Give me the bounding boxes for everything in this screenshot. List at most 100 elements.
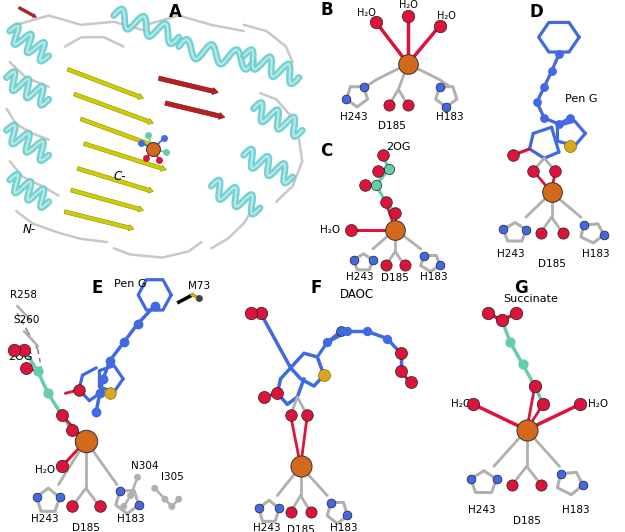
Point: [390, 209, 400, 217]
Point: [511, 309, 521, 318]
Point: [256, 309, 266, 318]
Text: H243: H243: [254, 523, 281, 532]
Point: [508, 151, 518, 160]
Text: 2OG: 2OG: [8, 352, 33, 362]
Point: [296, 462, 306, 471]
Point: [132, 473, 142, 481]
Point: [554, 50, 564, 59]
Text: G: G: [514, 279, 528, 297]
Text: D185: D185: [378, 121, 406, 131]
Text: H243: H243: [468, 505, 496, 515]
Point: [390, 225, 400, 234]
Point: [532, 98, 542, 107]
Text: H₂O: H₂O: [357, 8, 376, 18]
Text: H₂O: H₂O: [320, 225, 340, 235]
Point: [272, 389, 282, 397]
Text: H₂O: H₂O: [437, 11, 456, 21]
Point: [33, 367, 42, 376]
Point: [419, 251, 429, 260]
Point: [194, 294, 204, 303]
Text: H243: H243: [340, 112, 367, 121]
Point: [400, 261, 410, 270]
Point: [43, 389, 53, 397]
Point: [360, 181, 370, 189]
Text: B: B: [321, 2, 333, 20]
Text: H183: H183: [330, 523, 357, 532]
Point: [105, 356, 115, 365]
Point: [578, 481, 588, 489]
Point: [396, 367, 406, 376]
Point: [556, 470, 566, 478]
Point: [319, 371, 329, 379]
Point: [498, 225, 508, 234]
Text: H183: H183: [436, 112, 463, 121]
Text: H243: H243: [498, 250, 525, 260]
Point: [57, 462, 67, 471]
Text: H₂O: H₂O: [588, 400, 608, 409]
Point: [546, 67, 557, 76]
Point: [54, 493, 64, 502]
Point: [396, 367, 406, 376]
Point: [508, 480, 518, 489]
Point: [322, 338, 332, 346]
Point: [558, 229, 568, 237]
Point: [371, 18, 381, 27]
Point: [326, 498, 336, 507]
Point: [528, 167, 538, 175]
Point: [435, 82, 445, 91]
Text: S260: S260: [14, 315, 40, 326]
Point: [403, 101, 413, 110]
Text: D: D: [529, 3, 543, 21]
Point: [254, 504, 264, 512]
Point: [57, 411, 67, 420]
Point: [148, 145, 158, 153]
Point: [341, 95, 351, 103]
Point: [384, 164, 394, 173]
Point: [518, 360, 528, 369]
Point: [378, 151, 388, 159]
Point: [381, 261, 391, 270]
Point: [286, 411, 296, 420]
Point: [497, 316, 507, 325]
Text: D185: D185: [287, 525, 314, 532]
Point: [536, 480, 546, 489]
Point: [306, 508, 316, 516]
Text: H183: H183: [420, 271, 447, 281]
Point: [126, 491, 136, 500]
Point: [19, 345, 29, 354]
Point: [381, 197, 391, 206]
Text: H₂O: H₂O: [34, 465, 55, 475]
Point: [522, 426, 532, 434]
Point: [565, 142, 575, 151]
Point: [174, 495, 184, 503]
Point: [336, 327, 346, 336]
Point: [74, 386, 84, 394]
Point: [302, 411, 312, 420]
Point: [362, 327, 372, 336]
Point: [492, 475, 502, 484]
Text: H₂O: H₂O: [399, 0, 418, 10]
Point: [119, 502, 129, 511]
Text: Pen G: Pen G: [565, 94, 598, 104]
Point: [505, 338, 515, 346]
Point: [406, 378, 416, 387]
Point: [550, 167, 560, 175]
Point: [359, 82, 369, 91]
Point: [132, 320, 142, 328]
Point: [91, 408, 101, 416]
Point: [468, 400, 478, 409]
Point: [536, 229, 546, 237]
Point: [134, 501, 144, 509]
Text: D185: D185: [381, 273, 409, 283]
Point: [286, 508, 296, 516]
Point: [95, 389, 105, 397]
Point: [368, 256, 378, 264]
Point: [154, 155, 164, 164]
Point: [95, 502, 105, 511]
Point: [159, 134, 169, 143]
Point: [554, 120, 564, 128]
Point: [141, 154, 151, 163]
Text: H243: H243: [31, 514, 59, 524]
Text: A: A: [169, 3, 182, 21]
Point: [342, 327, 352, 336]
